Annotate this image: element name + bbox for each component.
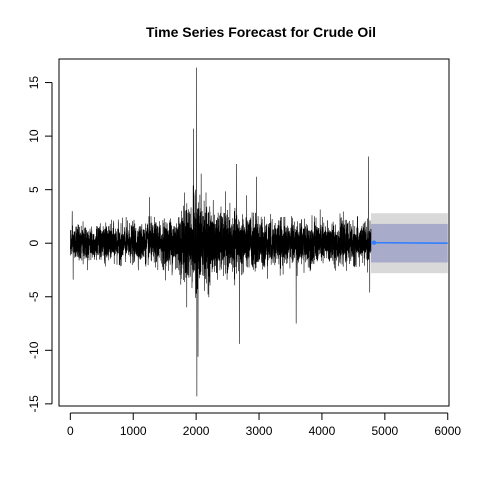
x-tick-label: 6000	[434, 424, 461, 438]
chart-title: Time Series Forecast for Crude Oil	[146, 24, 376, 40]
x-tick-label: 4000	[309, 424, 336, 438]
x-tick-label: 2000	[183, 424, 210, 438]
observed-series-line	[70, 67, 372, 397]
y-tick-label: -15	[27, 395, 41, 413]
y-tick-label: 10	[27, 129, 41, 143]
y-tick-label: -5	[27, 291, 41, 302]
forecast-mean-line	[370, 241, 448, 245]
y-tick-label: 0	[27, 240, 41, 247]
x-tick-label: 1000	[120, 424, 147, 438]
y-tick-label: 15	[27, 76, 41, 90]
series-layer	[70, 67, 448, 397]
plot-frame	[58, 58, 450, 407]
y-tick-label: 5	[27, 186, 41, 193]
x-tick-label: 3000	[246, 424, 273, 438]
axis-layer: 0 1000 2000 3000 4000 5000 6000 -15 -10 -5 0 5 10 15	[27, 76, 461, 438]
x-tick-label: 5000	[371, 424, 398, 438]
forecast-start-point	[371, 240, 377, 245]
y-tick-label: -10	[27, 341, 41, 359]
x-tick-label: 0	[67, 424, 74, 438]
